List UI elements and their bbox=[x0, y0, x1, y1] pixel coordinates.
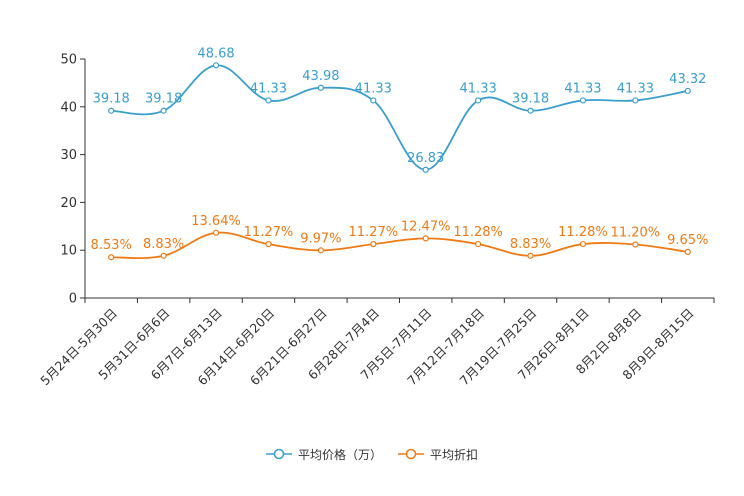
series-line-1 bbox=[111, 231, 688, 260]
data-label: 39.18 bbox=[145, 92, 182, 107]
y-tick-label: 50 bbox=[60, 53, 77, 68]
data-point[interactable] bbox=[212, 62, 220, 69]
legend-label-price: 平均价格（万） bbox=[297, 447, 382, 462]
data-label: 48.68 bbox=[197, 46, 234, 61]
data-point[interactable] bbox=[684, 248, 691, 255]
y-tick-label: 20 bbox=[60, 196, 77, 211]
y-tick-label: 0 bbox=[69, 292, 77, 307]
legend-marker-discount-icon bbox=[398, 448, 424, 460]
data-point[interactable] bbox=[108, 254, 115, 261]
data-label: 26.83 bbox=[407, 151, 444, 166]
legend-item-discount[interactable]: 平均折扣 bbox=[398, 446, 478, 463]
data-label: 8.83% bbox=[510, 237, 551, 252]
data-label: 43.98 bbox=[302, 69, 339, 84]
legend-marker-price-icon bbox=[265, 448, 292, 460]
data-point[interactable] bbox=[475, 97, 482, 104]
data-point[interactable] bbox=[160, 252, 167, 259]
data-point[interactable] bbox=[160, 107, 167, 114]
data-label: 9.97% bbox=[300, 231, 341, 246]
data-label: 11.27% bbox=[244, 225, 294, 240]
legend-label-discount: 平均折扣 bbox=[430, 447, 479, 462]
data-label: 11.28% bbox=[453, 225, 503, 240]
legend: 平均价格（万） 平均折扣 bbox=[0, 444, 744, 464]
data-label: 41.33 bbox=[617, 81, 654, 96]
data-label: 12.47% bbox=[401, 219, 451, 234]
data-point[interactable] bbox=[632, 97, 639, 104]
data-label: 9.65% bbox=[667, 233, 708, 248]
y-tick-label: 40 bbox=[60, 100, 77, 115]
data-point[interactable] bbox=[370, 241, 377, 248]
data-label: 13.64% bbox=[191, 214, 241, 229]
data-point[interactable] bbox=[265, 241, 272, 248]
data-label: 11.27% bbox=[349, 225, 399, 240]
y-axis-ticks: 0 10 20 30 40 50 bbox=[60, 53, 85, 307]
data-label: 39.18 bbox=[93, 92, 130, 107]
y-tick-label: 30 bbox=[60, 148, 77, 163]
data-label: 41.33 bbox=[355, 81, 392, 96]
data-label: 11.20% bbox=[611, 225, 661, 240]
data-point[interactable] bbox=[265, 97, 272, 104]
data-label: 41.33 bbox=[564, 81, 601, 96]
data-point[interactable] bbox=[317, 247, 324, 254]
legend-item-price[interactable]: 平均价格（万） bbox=[265, 446, 382, 463]
data-point[interactable] bbox=[579, 240, 587, 248]
data-label: 8.53% bbox=[91, 238, 132, 253]
x-axis-ticks: 5月24日-5月30日5月31日-6月6日6月7日-6月13日6月14日-6月2… bbox=[37, 298, 715, 388]
data-label: 8.83% bbox=[143, 237, 184, 252]
data-point[interactable] bbox=[422, 235, 429, 242]
series-points bbox=[108, 62, 691, 261]
y-tick-label: 10 bbox=[60, 244, 77, 259]
data-point[interactable] bbox=[579, 97, 587, 104]
data-label: 11.28% bbox=[558, 225, 608, 240]
data-point[interactable] bbox=[527, 107, 534, 114]
data-label: 39.18 bbox=[512, 92, 549, 107]
data-point[interactable] bbox=[370, 97, 377, 104]
data-label: 43.32 bbox=[669, 72, 706, 87]
data-point[interactable] bbox=[422, 166, 429, 173]
data-point[interactable] bbox=[527, 252, 534, 259]
data-labels: 39.18 39.18 48.68 41.33 43.98 41.33 26.83 41.33… bbox=[91, 46, 709, 253]
data-point[interactable] bbox=[632, 241, 639, 248]
data-label: 41.33 bbox=[250, 81, 287, 96]
data-point[interactable] bbox=[108, 107, 115, 114]
data-point[interactable] bbox=[212, 229, 220, 236]
data-point[interactable] bbox=[317, 84, 324, 91]
data-point[interactable] bbox=[684, 87, 691, 95]
data-label: 41.33 bbox=[460, 81, 497, 96]
data-point[interactable] bbox=[475, 240, 482, 248]
